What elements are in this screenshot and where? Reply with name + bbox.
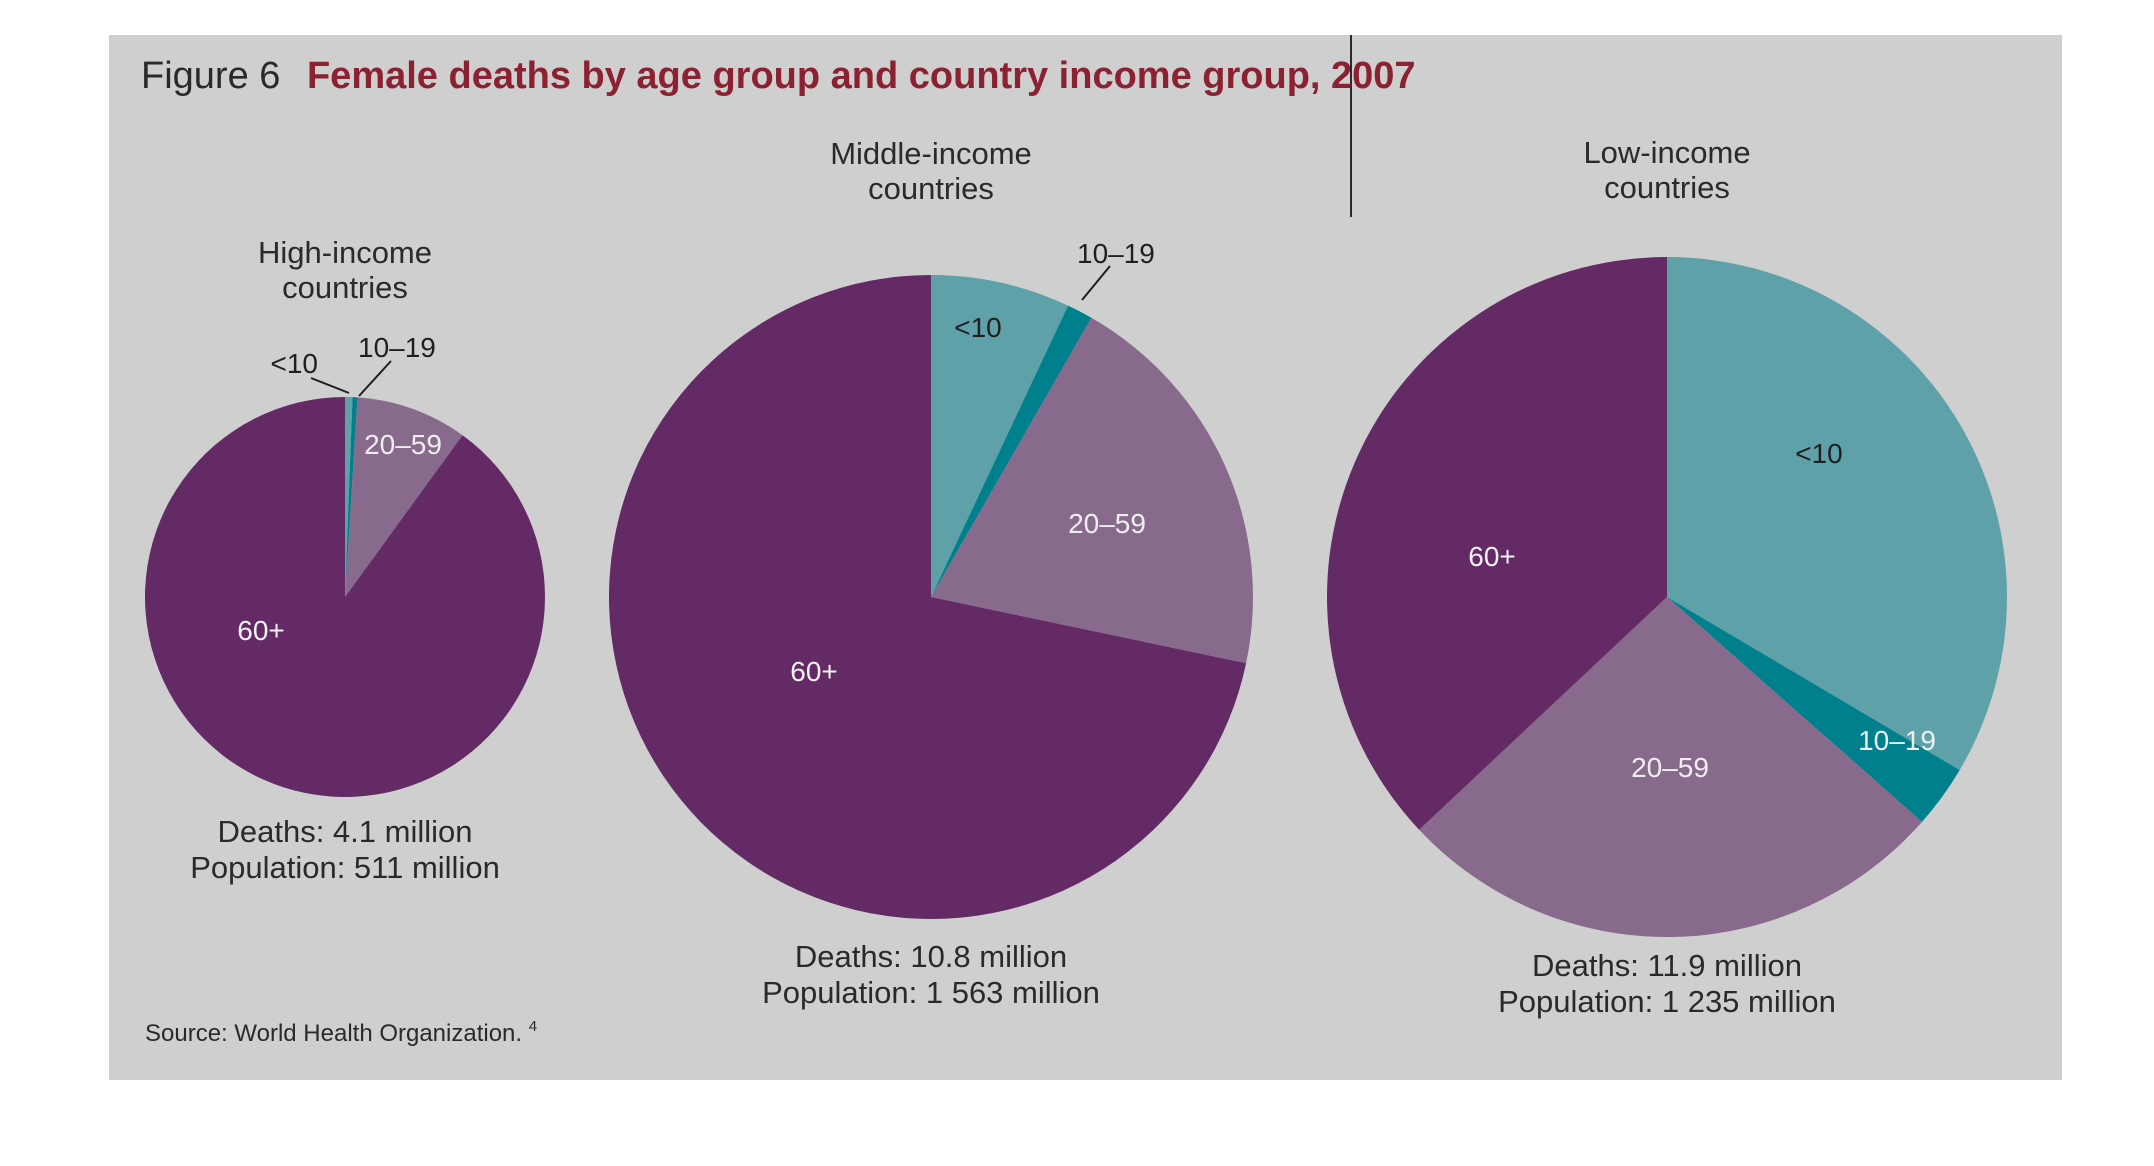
pie-2-title-line-2: countries	[868, 171, 994, 206]
pie-2-title-line-1: Middle-income	[830, 136, 1032, 171]
pie-2-label-3: 20–59	[1068, 508, 1146, 539]
pie-3-label-3: 20–59	[1631, 752, 1709, 783]
pie-1-deaths: Deaths: 4.1 million	[217, 814, 472, 849]
pie-3-slice-4	[1327, 257, 1667, 830]
pie-2-slice-2	[931, 305, 1092, 597]
source-text: Source: World Health Organization.	[145, 1020, 522, 1047]
pie-1-slice-3	[345, 397, 463, 597]
pie-2-slice-1	[931, 275, 1069, 597]
figure-title: Figure 6 Female deaths by age group and …	[141, 55, 1416, 97]
pie-2-slice-3	[931, 317, 1253, 664]
pie-3-title-line-2: countries	[1604, 170, 1730, 205]
pie-1-title-line-1: High-income	[258, 235, 432, 270]
pie-2-deaths: Deaths: 10.8 million	[795, 939, 1067, 974]
pie-3-label-4: 60+	[1468, 541, 1516, 572]
pie-3-slice-2	[1667, 597, 1960, 822]
pie-1-title-line-2: countries	[282, 270, 408, 305]
pie-2-label-4: 60+	[790, 656, 838, 687]
pie-2-label-2: 10–19	[1077, 238, 1155, 269]
pie-1-label-2: 10–19	[358, 332, 436, 363]
pie-3-label-2: 10–19	[1858, 725, 1936, 756]
pie-1-label-1: <10	[271, 348, 319, 379]
pie-2-leader-2	[1081, 265, 1111, 301]
pie-1-slice-4	[144, 397, 545, 797]
pie-charts: <1010–1920–5960+High-incomecountriesDeat…	[144, 135, 2007, 1019]
pie-2-slice-4	[609, 275, 1247, 919]
pie-1-leader-2	[358, 360, 392, 397]
pie-1-slice-1	[345, 397, 353, 597]
pie-1-label-3: 20–59	[364, 429, 442, 460]
pie-3-slice-3	[1419, 597, 1923, 937]
source-reference: 4	[529, 1018, 537, 1035]
pie-1-leader-1	[310, 377, 350, 394]
figure-title-text: Female deaths by age group and country i…	[307, 55, 1416, 97]
pie-2-label-1: <10	[954, 312, 1002, 343]
pie-1-population: Population: 511 million	[190, 850, 500, 885]
pie-1-label-4: 60+	[237, 615, 285, 646]
source-note: Source: World Health Organization. 4	[145, 1018, 537, 1047]
pie-1-slice-2	[345, 397, 358, 597]
pie-3-deaths: Deaths: 11.9 million	[1532, 948, 1802, 983]
pie-3-slice-1	[1667, 257, 2007, 771]
pie-2-population: Population: 1 563 million	[762, 975, 1100, 1010]
figure-number: Figure 6	[141, 55, 280, 97]
pie-3-population: Population: 1 235 million	[1498, 984, 1836, 1019]
pie-3-title-line-1: Low-income	[1583, 135, 1750, 170]
pie-3-label-1: <10	[1795, 438, 1843, 469]
